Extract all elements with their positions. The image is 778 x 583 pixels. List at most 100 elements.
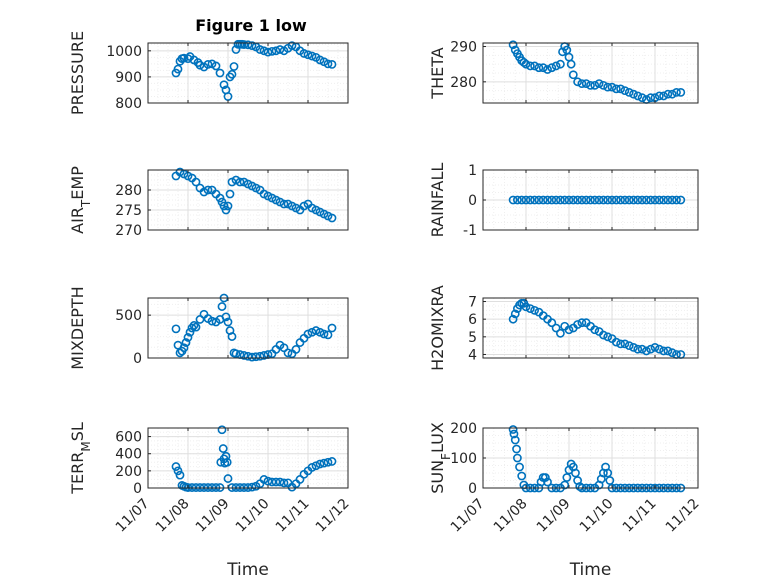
data-point [676, 195, 686, 205]
data-point [311, 326, 321, 335]
data-point [676, 88, 686, 97]
data-point [315, 459, 325, 469]
data-point [218, 444, 228, 453]
y-tick-label: 800 [115, 96, 142, 112]
data-point [287, 41, 297, 51]
data-point [560, 480, 570, 490]
data-point [291, 345, 301, 354]
data-point [183, 54, 193, 64]
data-point [605, 476, 615, 485]
data-point [642, 346, 651, 356]
data-point [590, 195, 600, 205]
data-point [223, 201, 233, 211]
data-point [235, 177, 245, 187]
data-point [299, 49, 309, 58]
data-point [543, 195, 552, 205]
y-tick-label: 0 [133, 481, 142, 497]
y-tick-label: 6 [468, 312, 477, 328]
data-point [509, 429, 519, 439]
y-tick-label: 0 [133, 351, 142, 367]
data-point [519, 58, 529, 67]
data-point [259, 46, 269, 56]
data-point [650, 343, 660, 352]
y-axis-label: RAINFALL [428, 163, 447, 238]
data-point [263, 47, 273, 57]
data-point [323, 59, 333, 69]
data-point [534, 63, 544, 73]
data-point [562, 473, 572, 482]
data-point [650, 195, 660, 205]
data-point [603, 468, 613, 478]
data-point [327, 323, 337, 333]
data-point [530, 195, 539, 205]
data-point [566, 59, 576, 69]
y-axis-label: PRESSURE [68, 31, 87, 115]
data-point [171, 324, 181, 334]
data-point [243, 351, 253, 361]
y-tick-label: 270 [115, 223, 142, 239]
y-tick-label: 900 [115, 70, 142, 86]
data-point [191, 177, 201, 187]
data-point [637, 195, 647, 205]
data-point [327, 457, 337, 466]
data-point [183, 333, 193, 342]
data-point [629, 89, 638, 99]
data-point [275, 477, 285, 487]
x-axis-label: Time [226, 560, 269, 580]
data-point [327, 213, 337, 223]
data-point [219, 80, 229, 90]
data-point [599, 195, 608, 205]
data-point [547, 318, 557, 328]
data-point [263, 476, 273, 486]
data-point [327, 59, 337, 69]
subplot-mixdepth: 0 500 MIXDEPTH [68, 286, 349, 370]
y-tick-label: 280 [115, 183, 142, 199]
data-point [556, 328, 565, 338]
data-point [279, 478, 289, 488]
data-point [510, 435, 520, 445]
data-point [508, 40, 518, 50]
data-point [203, 185, 213, 195]
data-point [663, 346, 673, 356]
data-point [508, 425, 518, 434]
data-point [517, 195, 527, 205]
data-point [577, 318, 587, 328]
data-point [247, 482, 257, 492]
data-point [603, 195, 613, 205]
y-tick-label: 280 [450, 75, 477, 91]
data-point [594, 195, 604, 205]
data-point [247, 352, 257, 362]
data-point [319, 458, 329, 468]
data-point [179, 343, 189, 353]
data-point [637, 93, 647, 103]
data-point [620, 195, 630, 205]
data-point [239, 40, 249, 49]
data-point [667, 195, 677, 205]
data-point [227, 69, 237, 79]
data-point [586, 195, 595, 205]
data-point [171, 462, 181, 471]
y-tick-label: 275 [115, 203, 142, 219]
data-point [521, 195, 531, 205]
data-point [654, 344, 664, 354]
data-point [564, 325, 574, 335]
axis-box [147, 427, 349, 489]
data-point [551, 323, 561, 333]
y-tick-label: 200 [450, 421, 477, 437]
subplot-air_temp: 270 275 280 AIRTEMP [68, 166, 349, 239]
data-point [251, 352, 261, 362]
data-point [307, 51, 317, 61]
data-point [525, 61, 535, 71]
data-point [229, 62, 239, 71]
data-point [577, 79, 587, 88]
data-point [521, 302, 531, 312]
data-point [217, 302, 227, 311]
y-tick-label: 400 [115, 447, 142, 463]
y-axis-label: H2OMIXRA [428, 285, 447, 371]
data-point [654, 91, 664, 101]
data-point [275, 45, 285, 54]
y-tick-label: 1 [468, 163, 477, 179]
data-point [667, 348, 677, 358]
data-point [637, 344, 647, 354]
